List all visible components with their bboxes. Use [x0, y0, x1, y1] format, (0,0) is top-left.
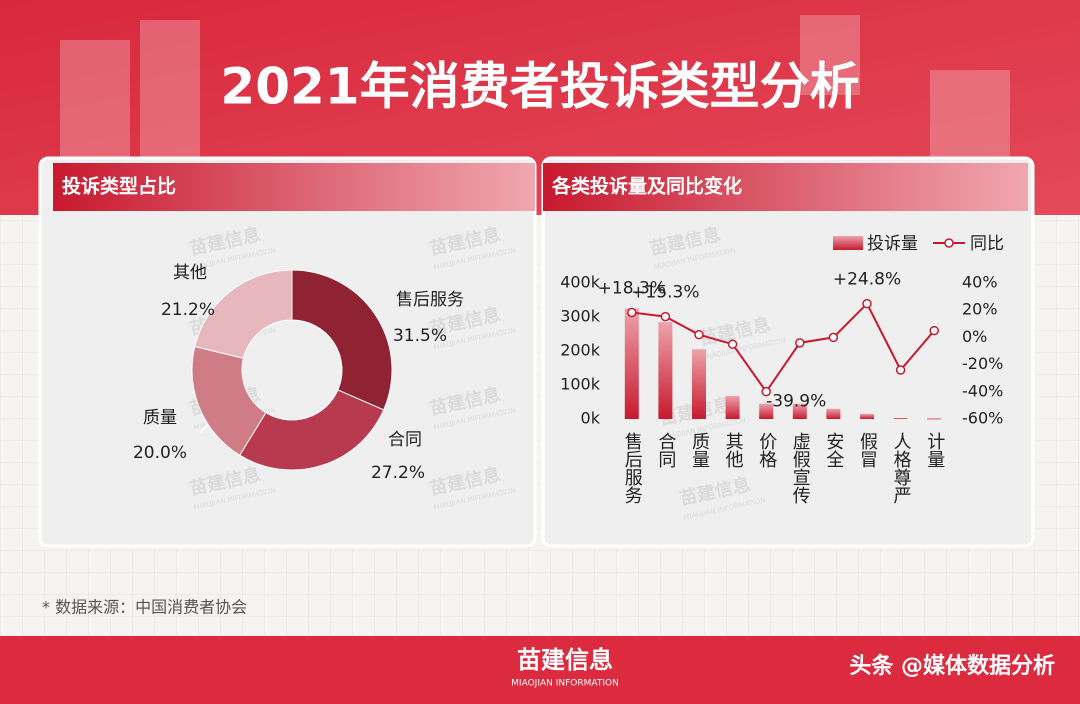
data-label: +18.3% [598, 279, 666, 299]
slice-value: 31.5% [393, 326, 447, 346]
x-tick-label: 售后服务 [622, 432, 643, 504]
footer-brand-en: MIAOJIAN INFORMATION [511, 679, 619, 689]
data-label: +24.8% [833, 270, 901, 290]
bar [725, 395, 740, 419]
bar [927, 418, 942, 420]
line-point [660, 311, 671, 322]
y2-tick-label: -40% [962, 381, 1003, 400]
bar [893, 417, 908, 419]
legend-label: 投诉量 [867, 234, 918, 254]
legend-label: 同比 [970, 234, 1004, 254]
slice-label: 其他 [173, 263, 207, 283]
x-tick-label: 安全 [823, 432, 844, 468]
x-tick-label: 质量 [689, 432, 710, 468]
bar [826, 408, 841, 419]
slice-value: 27.2% [371, 463, 425, 483]
line [631, 301, 935, 394]
x-tick-label: 虚假宣传 [790, 432, 811, 504]
donut-slice [194, 269, 293, 359]
slice-label: 质量 [143, 408, 177, 428]
x-tick-label: 假冒 [857, 432, 878, 468]
panel-title: 各类投诉量及同比变化 [551, 175, 742, 198]
x-tick-label: 其他 [723, 432, 744, 468]
left-panel [38, 156, 537, 548]
source-note: * 数据来源：中国消费者协会 [42, 598, 247, 617]
legend-swatch [833, 236, 863, 250]
footer-band [0, 636, 1080, 704]
line-point [895, 365, 906, 375]
y-tick-label: 100k [560, 375, 601, 394]
donut-slice [291, 269, 393, 411]
line-point [727, 339, 738, 349]
left-panel-header [53, 163, 535, 211]
x-tick-label: 合同 [655, 432, 676, 469]
line-point [929, 325, 939, 336]
line-point [761, 386, 771, 397]
x-tick-label: 价格 [756, 432, 777, 468]
bar [658, 322, 673, 419]
line-point [694, 329, 704, 340]
legend-swatch [944, 238, 954, 248]
right-panel-header [543, 163, 1028, 211]
slice-label: 合同 [388, 430, 422, 450]
y2-tick-label: 0% [962, 327, 987, 346]
slice-value: 20.0% [133, 443, 187, 463]
line-point [862, 298, 872, 309]
donut-slice [191, 345, 267, 456]
right-panel [541, 156, 1035, 548]
bar [624, 308, 639, 419]
slice-label: 售后服务 [396, 290, 464, 310]
line-point [627, 307, 637, 318]
y2-tick-label: -20% [962, 354, 1003, 373]
footer-account: 头条 @媒体数据分析 [849, 653, 1055, 679]
slice-value: 21.2% [161, 300, 215, 320]
y2-tick-label: 20% [962, 300, 998, 319]
data-label: -39.9% [766, 392, 826, 412]
line-point [795, 338, 805, 348]
y2-tick-label: -60% [962, 409, 1003, 428]
bar [692, 349, 706, 419]
x-tick-label: 计量 [924, 432, 945, 468]
y-tick-label: 200k [560, 341, 601, 360]
footer-brand: 苗建信息 [517, 646, 613, 674]
y-tick-label: 300k [560, 307, 601, 326]
donut-slice [239, 389, 385, 471]
decoration [60, 15, 1010, 200]
bar [792, 403, 807, 419]
x-tick-label: 人格尊严 [891, 432, 912, 504]
y2-tick-label: 40% [962, 273, 998, 292]
y-tick-label: 0k [581, 409, 601, 428]
page-title: 2021年消费者投诉类型分析 [220, 58, 859, 116]
bar [759, 403, 774, 419]
panel-title: 投诉类型占比 [62, 175, 176, 198]
bar [860, 413, 874, 419]
data-label: +15.3% [631, 283, 699, 303]
y-tick-label: 400k [560, 273, 601, 292]
line-point [828, 332, 839, 343]
